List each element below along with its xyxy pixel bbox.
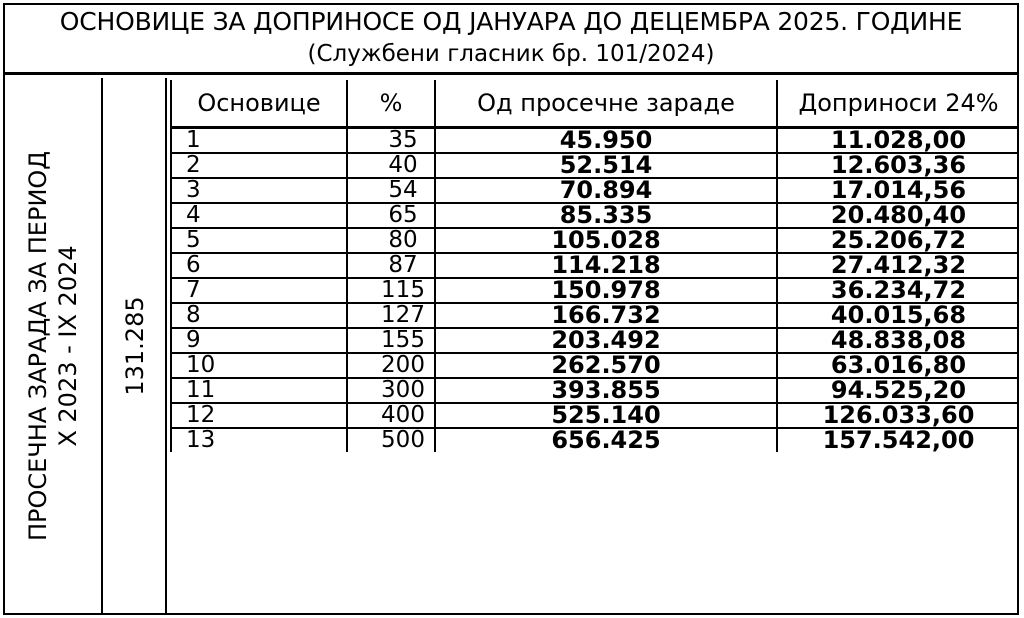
contribution-amount-cell: 25.206,72 <box>776 227 1019 254</box>
average-salary-value-cell: 131.285 <box>105 78 167 613</box>
amount-from-average-cell: 150.978 <box>434 277 778 304</box>
base-number-cell: 13 <box>170 427 348 452</box>
table-row: 11 300 393.855 94.525,20 <box>170 377 1019 404</box>
amount-from-average-cell: 105.028 <box>434 227 778 254</box>
percent-cell: 40 <box>346 152 436 179</box>
table-row: 13 500 656.425 157.542,00 <box>170 427 1019 452</box>
amount-from-average-cell: 262.570 <box>434 352 778 379</box>
base-number-cell: 5 <box>170 227 348 254</box>
average-salary-value: 131.285 <box>121 295 149 396</box>
percent-cell: 500 <box>346 427 436 452</box>
base-number-cell: 6 <box>170 252 348 279</box>
percent-cell: 115 <box>346 277 436 304</box>
contribution-amount-cell: 17.014,56 <box>776 177 1019 204</box>
table-row: 9 155 203.492 48.838,08 <box>170 327 1019 354</box>
title-block: ОСНОВИЦЕ ЗА ДОПРИНОСЕ ОД ЈАНУАРА ДО ДЕЦЕ… <box>3 3 1019 75</box>
percent-cell: 80 <box>346 227 436 254</box>
base-number-cell: 10 <box>170 352 348 379</box>
percent-cell: 65 <box>346 202 436 229</box>
base-number-cell: 2 <box>170 152 348 179</box>
amount-from-average-cell: 525.140 <box>434 402 778 429</box>
table-row: 10 200 262.570 63.016,80 <box>170 352 1019 379</box>
contribution-amount-cell: 40.015,68 <box>776 302 1019 329</box>
contribution-amount-cell: 12.603,36 <box>776 152 1019 179</box>
table-header-row: Основице % Од просечне зараде Доприноси … <box>170 80 1019 129</box>
amount-from-average-cell: 393.855 <box>434 377 778 404</box>
column-header-from-average: Од просечне зараде <box>434 80 778 129</box>
base-number-cell: 8 <box>170 302 348 329</box>
percent-cell: 400 <box>346 402 436 429</box>
average-salary-label: ПРОСЕЧНА ЗАРАДА ЗА ПЕРИОД X 2023 - IX 20… <box>23 150 83 540</box>
contribution-amount-cell: 157.542,00 <box>776 427 1019 452</box>
contribution-amount-cell: 48.838,08 <box>776 327 1019 354</box>
base-number-cell: 7 <box>170 277 348 304</box>
page-title: ОСНОВИЦЕ ЗА ДОПРИНОСЕ ОД ЈАНУАРА ДО ДЕЦЕ… <box>59 7 963 36</box>
table-row: 6 87 114.218 27.412,32 <box>170 252 1019 279</box>
contribution-amount-cell: 27.412,32 <box>776 252 1019 279</box>
table-row: 2 40 52.514 12.603,36 <box>170 152 1019 179</box>
contribution-amount-cell: 63.016,80 <box>776 352 1019 379</box>
percent-cell: 300 <box>346 377 436 404</box>
column-header-base: Основице <box>170 80 348 129</box>
contribution-amount-cell: 94.525,20 <box>776 377 1019 404</box>
percent-cell: 155 <box>346 327 436 354</box>
contribution-amount-cell: 20.480,40 <box>776 202 1019 229</box>
percent-cell: 35 <box>346 126 436 154</box>
table-row: 1 35 45.950 11.028,00 <box>170 126 1019 154</box>
table-row: 4 65 85.335 20.480,40 <box>170 202 1019 229</box>
amount-from-average-cell: 114.218 <box>434 252 778 279</box>
percent-cell: 127 <box>346 302 436 329</box>
base-number-cell: 9 <box>170 327 348 354</box>
base-number-cell: 11 <box>170 377 348 404</box>
table-row: 7 115 150.978 36.234,72 <box>170 277 1019 304</box>
amount-from-average-cell: 52.514 <box>434 152 778 179</box>
amount-from-average-cell: 45.950 <box>434 126 778 154</box>
table-row: 12 400 525.140 126.033,60 <box>170 402 1019 429</box>
table-row: 3 54 70.894 17.014,56 <box>170 177 1019 204</box>
amount-from-average-cell: 85.335 <box>434 202 778 229</box>
base-number-cell: 3 <box>170 177 348 204</box>
table-row: 5 80 105.028 25.206,72 <box>170 227 1019 254</box>
average-salary-label-line2: X 2023 - IX 2024 <box>54 244 82 447</box>
average-salary-label-cell: ПРОСЕЧНА ЗАРАДА ЗА ПЕРИОД X 2023 - IX 20… <box>5 78 103 613</box>
contribution-amount-cell: 11.028,00 <box>776 126 1019 154</box>
percent-cell: 200 <box>346 352 436 379</box>
amount-from-average-cell: 70.894 <box>434 177 778 204</box>
page-subtitle: (Службени гласник бр. 101/2024) <box>307 41 715 67</box>
base-number-cell: 1 <box>170 126 348 154</box>
amount-from-average-cell: 203.492 <box>434 327 778 354</box>
contribution-amount-cell: 126.033,60 <box>776 402 1019 429</box>
contributions-table: Основице % Од просечне зараде Доприноси … <box>170 80 1019 452</box>
column-header-percent: % <box>346 80 436 129</box>
amount-from-average-cell: 656.425 <box>434 427 778 452</box>
amount-from-average-cell: 166.732 <box>434 302 778 329</box>
percent-cell: 54 <box>346 177 436 204</box>
table-row: 8 127 166.732 40.015,68 <box>170 302 1019 329</box>
column-header-contributions: Доприноси 24% <box>776 80 1019 129</box>
base-number-cell: 4 <box>170 202 348 229</box>
contribution-amount-cell: 36.234,72 <box>776 277 1019 304</box>
average-salary-label-line1: ПРОСЕЧНА ЗАРАДА ЗА ПЕРИОД <box>24 150 52 541</box>
percent-cell: 87 <box>346 252 436 279</box>
base-number-cell: 12 <box>170 402 348 429</box>
